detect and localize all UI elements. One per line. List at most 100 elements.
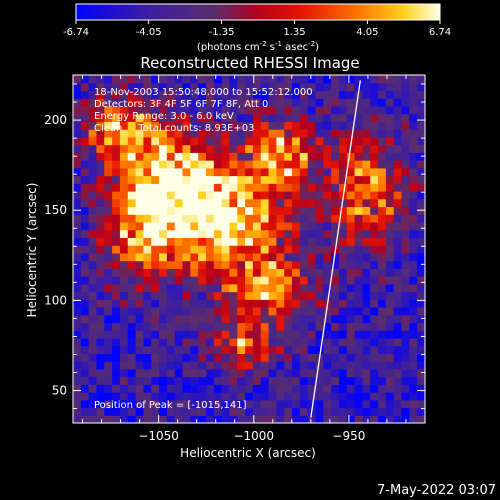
heatmap-cell (159, 183, 168, 192)
heatmap-cell (221, 268, 231, 277)
heatmap-cell (284, 152, 293, 161)
heatmap-cell (370, 399, 379, 409)
heatmap-cell (378, 183, 387, 192)
heatmap-cell (229, 252, 238, 262)
heatmap-cell (143, 129, 152, 138)
heatmap-cell (182, 337, 191, 347)
heatmap-cell (112, 337, 121, 347)
heatmap-cell (159, 152, 168, 161)
heatmap-cell (245, 415, 254, 423)
heatmap-cell (346, 260, 356, 269)
heatmap-cell (190, 353, 199, 362)
heatmap-cell (73, 160, 82, 169)
heatmap-cell (143, 198, 152, 208)
heatmap-cell (174, 353, 184, 362)
heatmap-cell (112, 361, 121, 370)
heatmap-cell (299, 392, 309, 401)
heatmap-cell (119, 229, 129, 238)
heatmap-cell (73, 368, 82, 378)
heatmap-cell (143, 345, 152, 354)
heatmap-cell (268, 144, 277, 153)
heatmap-cell (213, 299, 223, 308)
heatmap-cell (370, 206, 379, 215)
heatmap-cell (299, 105, 309, 115)
heatmap-cell (80, 268, 90, 277)
heatmap-cell (338, 345, 348, 354)
heatmap-cell (346, 276, 356, 285)
heatmap-cell (252, 160, 262, 169)
heatmap-cell (276, 330, 285, 339)
heatmap-cell (307, 276, 317, 285)
heatmap-cell (385, 268, 395, 277)
colorbar-unit-label: (photons cm-2 s-1 asec-2) (197, 40, 319, 53)
heatmap-cell (237, 113, 246, 122)
heatmap-cell (292, 113, 301, 122)
heatmap-cell (104, 307, 113, 316)
heatmap-cell (252, 214, 262, 223)
heatmap-cell (213, 291, 223, 300)
heatmap-cell (378, 291, 387, 300)
heatmap-cell (229, 167, 238, 177)
heatmap-cell (190, 214, 199, 223)
heatmap-cell (252, 121, 262, 130)
heatmap-cell (378, 136, 387, 146)
heatmap-cell (182, 221, 191, 231)
heatmap-cell (409, 307, 418, 316)
heatmap-cell (331, 399, 340, 409)
heatmap-cell (198, 260, 207, 269)
heatmap-cell (268, 206, 277, 215)
heatmap-cell (331, 160, 340, 169)
heatmap-cell (385, 337, 395, 347)
heatmap-cell (338, 129, 348, 138)
heatmap-cell (299, 407, 309, 416)
heatmap-cell (346, 198, 356, 208)
heatmap-cell (159, 345, 168, 354)
heatmap-cell (307, 337, 317, 347)
heatmap-cell (88, 307, 98, 316)
heatmap-cell (127, 90, 137, 99)
heatmap-cell (370, 129, 379, 138)
heatmap-cell (307, 361, 317, 370)
heatmap-cell (135, 214, 144, 223)
heatmap-cell (385, 75, 395, 84)
heatmap-cell (96, 90, 105, 99)
heatmap-cell (245, 75, 254, 84)
heatmap-cell (96, 283, 105, 293)
heatmap-image (73, 75, 425, 423)
heatmap-cell (417, 330, 425, 339)
heatmap-cell (73, 129, 82, 138)
heatmap-cell (198, 361, 207, 370)
heatmap-cell (104, 113, 113, 122)
heatmap-cell (268, 407, 277, 416)
heatmap-cell (409, 214, 418, 223)
heatmap-cell (119, 307, 129, 316)
heatmap-cell (237, 167, 246, 177)
heatmap-cell (292, 136, 301, 146)
heatmap-cell (331, 307, 340, 316)
heatmap-cell (151, 368, 160, 378)
heatmap-cell (104, 330, 113, 339)
heatmap-cell (80, 361, 90, 370)
heatmap-cell (96, 299, 105, 308)
heatmap-cell (237, 407, 246, 416)
heatmap-cell (401, 221, 410, 231)
heatmap-cell (190, 183, 199, 192)
heatmap-cell (315, 167, 324, 177)
heatmap-cell (393, 198, 403, 208)
heatmap-cell (237, 353, 246, 362)
heatmap-cell (276, 283, 285, 293)
heatmap-cell (119, 144, 129, 153)
heatmap-cell (260, 183, 270, 192)
heatmap-cell (135, 407, 144, 416)
heatmap-cell (323, 415, 332, 423)
heatmap-cell (198, 353, 207, 362)
heatmap-cell (401, 237, 410, 246)
heatmap-cell (268, 314, 277, 324)
heatmap-cell (104, 252, 113, 262)
heatmap-cell (417, 121, 425, 130)
heatmap-cell (73, 152, 82, 161)
heatmap-cell (276, 198, 285, 208)
heatmap-cell (143, 245, 152, 254)
heatmap-cell (237, 237, 246, 246)
heatmap-cell (127, 82, 137, 92)
